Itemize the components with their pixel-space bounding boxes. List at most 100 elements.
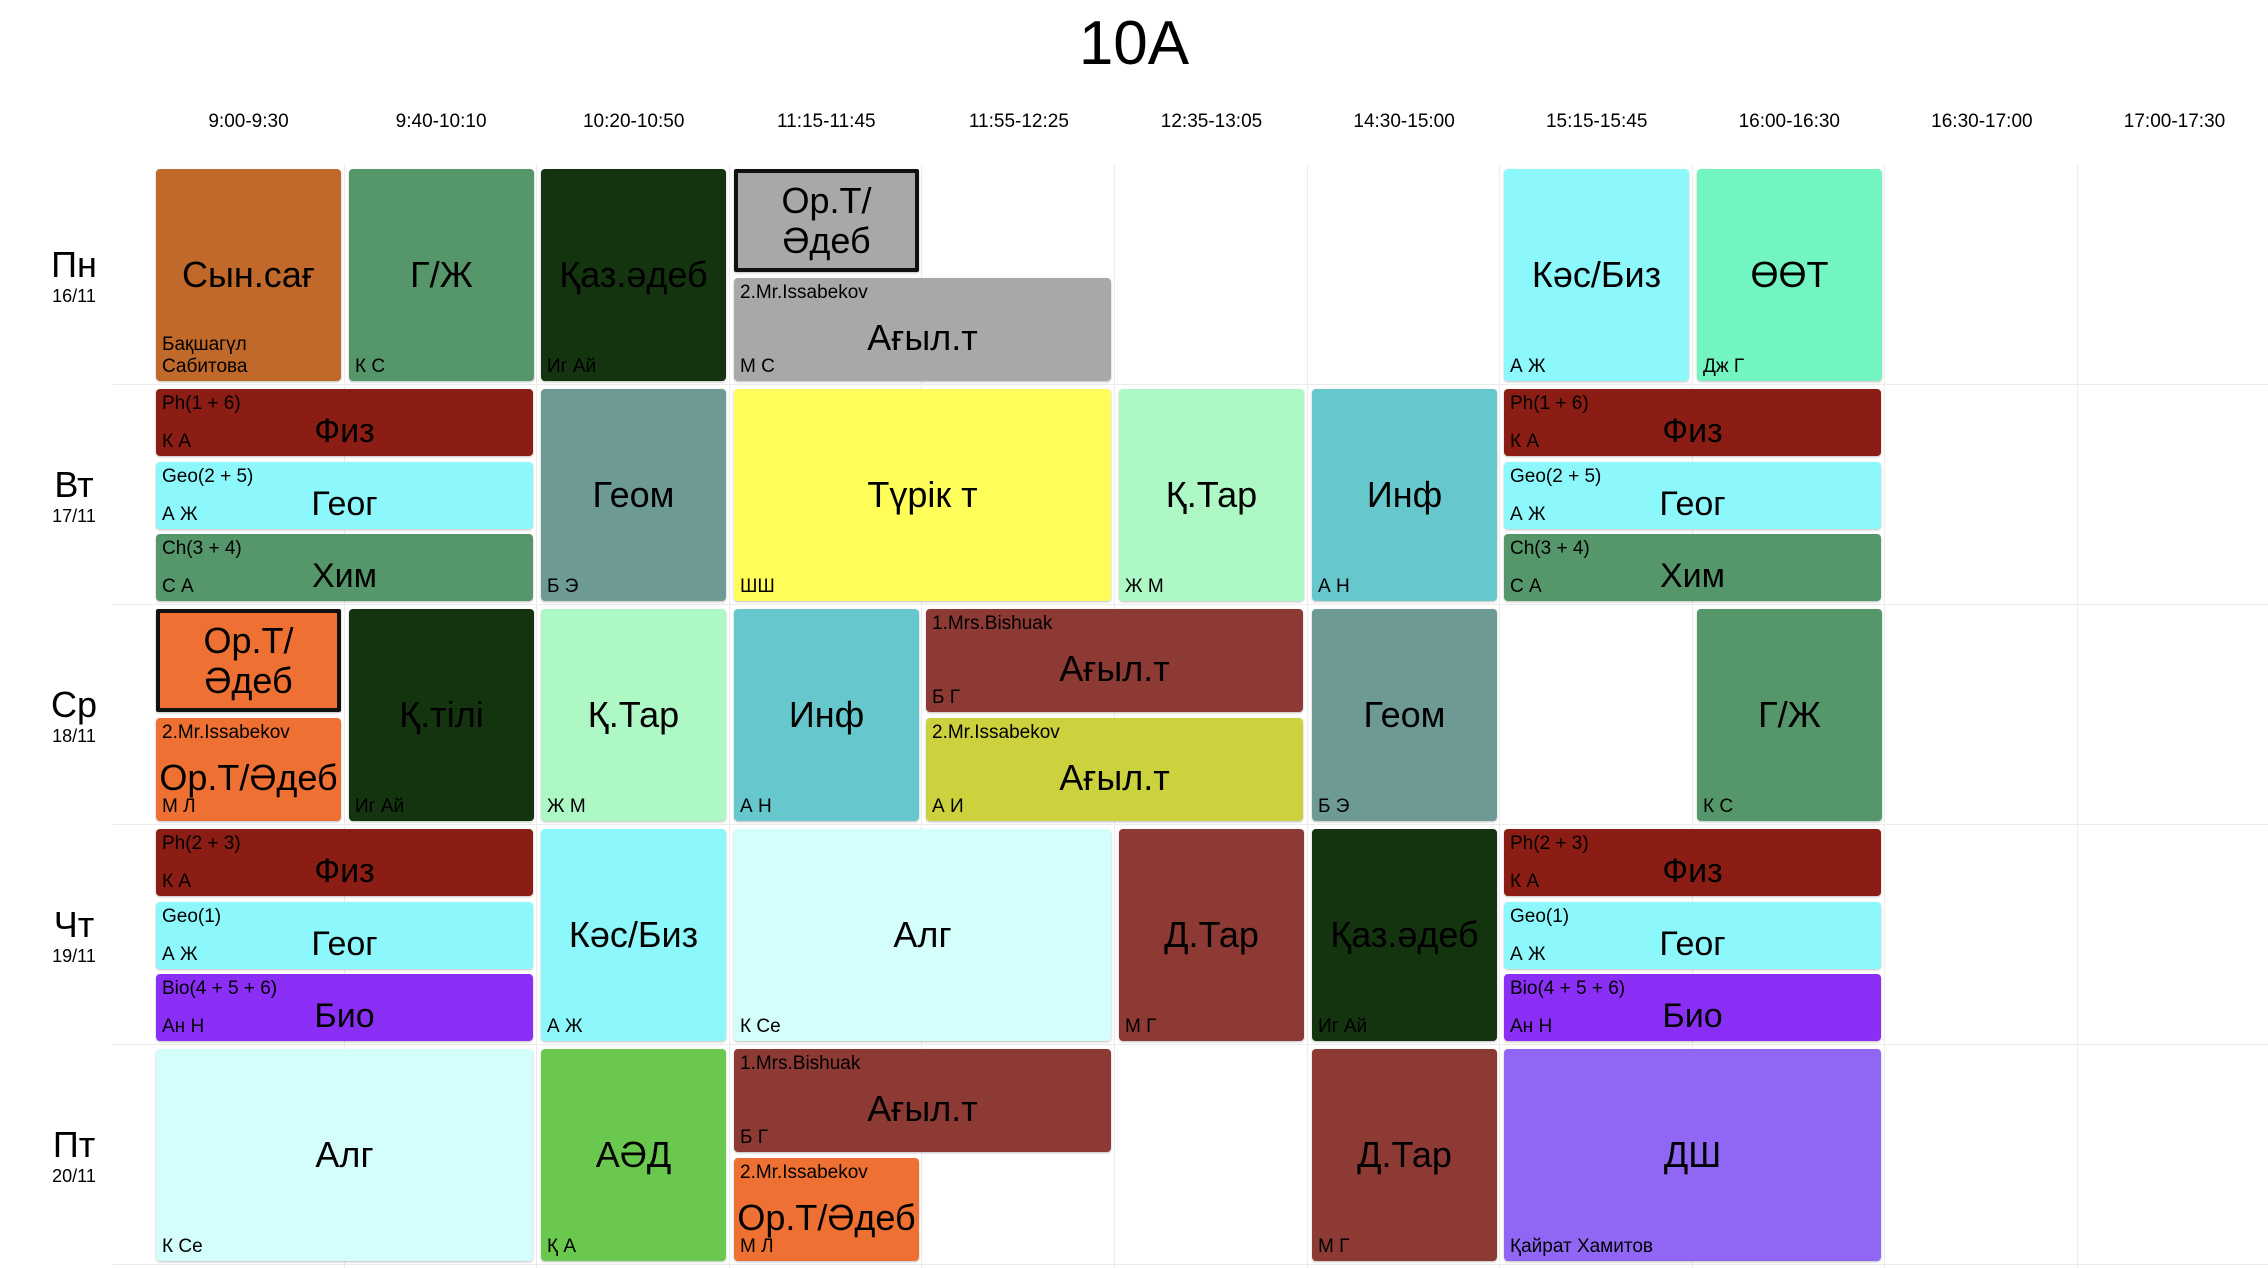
lesson-group: 2.Mr.Issabekov	[740, 1162, 868, 1183]
lesson-card[interactable]: Қаз.әдеб Иг Ай	[1312, 829, 1497, 1041]
lesson-teacher: К А	[162, 871, 192, 892]
grid-column-divider	[1307, 165, 1308, 1268]
lesson-teacher: М Г	[1125, 1016, 1157, 1037]
lesson-group: 2.Mr.Issabekov	[932, 722, 1060, 743]
grid-row-divider	[113, 384, 2268, 385]
lesson-card[interactable]: Геог Geo(2 + 5) А Ж	[156, 462, 533, 529]
lesson-teacher: М Г	[1318, 1236, 1350, 1257]
lesson-card[interactable]: Хим Ch(3 + 4) С А	[1504, 534, 1881, 601]
lesson-card[interactable]: Қ.Тар Ж М	[1119, 389, 1304, 601]
grid-column-divider	[344, 165, 345, 1268]
lesson-subject: Био	[314, 996, 375, 1035]
lesson-card[interactable]: Ағыл.т 2.Mr.Issabekov М С	[734, 278, 1111, 381]
lesson-teacher: А Н	[1318, 576, 1350, 597]
lesson-group: Geo(1)	[162, 906, 222, 927]
lesson-card[interactable]: Ор.Т/ Әдеб	[734, 169, 919, 272]
lesson-card[interactable]: Д.Тар М Г	[1119, 829, 1304, 1041]
lesson-subject: ДШ	[1663, 1134, 1722, 1175]
day-date: 18/11	[52, 726, 96, 746]
lesson-subject: Геом	[1363, 694, 1446, 735]
lesson-card[interactable]: Ағыл.т 2.Mr.Issabekov А И	[926, 718, 1303, 821]
lesson-card[interactable]: ӨӨТ Дж Г	[1697, 169, 1882, 381]
lesson-group: Ph(1 + 6)	[162, 393, 241, 414]
lesson-card[interactable]: Г/Ж К С	[349, 169, 534, 381]
lesson-card[interactable]: Қ.тілі Иг Ай	[349, 609, 534, 821]
time-slot-header: 11:55-12:25	[968, 111, 1069, 132]
lesson-card[interactable]: Д.Тар М Г	[1312, 1049, 1497, 1261]
lesson-subject: Геог	[1659, 924, 1726, 963]
lesson-subject: Қ.Тар	[587, 694, 680, 735]
lesson-card[interactable]: Физ Ph(1 + 6) К А	[1504, 389, 1881, 456]
lesson-teacher: К А	[162, 431, 192, 452]
lesson-teacher: М Л	[162, 796, 196, 817]
grid-row-divider	[113, 824, 2268, 825]
lesson-card[interactable]: Хим Ch(3 + 4) С А	[156, 534, 533, 601]
lesson-group: Ph(1 + 6)	[1510, 393, 1589, 414]
grid-row-divider	[113, 604, 2268, 605]
lesson-subject: Ағыл.т	[1059, 647, 1170, 689]
lesson-card[interactable]: АӘД Қ А	[541, 1049, 726, 1261]
lesson-card[interactable]: Г/Ж К С	[1697, 609, 1882, 821]
lesson-card[interactable]: Физ Ph(2 + 3) К А	[1504, 829, 1881, 896]
lesson-subject: Геог	[1659, 484, 1726, 523]
lesson-card[interactable]: Инф А Н	[1312, 389, 1497, 601]
lesson-card[interactable]: Ор.Т/ Әдеб	[156, 609, 341, 712]
lesson-card[interactable]: Физ Ph(1 + 6) К А	[156, 389, 533, 456]
time-slot-header: 9:00-9:30	[208, 111, 289, 132]
lesson-card[interactable]: Қ.Тар Ж М	[541, 609, 726, 821]
day-name: Ср	[50, 684, 98, 725]
lesson-teacher: Ан Н	[162, 1016, 205, 1037]
time-slot-header: 14:30-15:00	[1353, 111, 1455, 132]
lesson-card[interactable]: Геог Geo(1) А Ж	[156, 902, 533, 969]
lesson-card[interactable]: Алг К Се	[156, 1049, 533, 1261]
lesson-card[interactable]: Сын.сағ Бақшагүл Сабитова	[156, 169, 341, 381]
lesson-card[interactable]: Ор.Т/Әдеб 2.Mr.Issabekov М Л	[734, 1158, 919, 1261]
time-slot-header: 9:40-10:10	[395, 111, 487, 132]
lesson-card[interactable]: Алг К Се	[734, 829, 1111, 1041]
day-date: 19/11	[52, 946, 96, 966]
lesson-card[interactable]: Ор.Т/Әдеб 2.Mr.Issabekov М Л	[156, 718, 341, 821]
lesson-teacher: Б Г	[932, 687, 961, 708]
lesson-teacher: А Ж	[162, 944, 198, 965]
lesson-subject: Кәс/Биз	[1531, 254, 1662, 295]
lesson-card[interactable]: Физ Ph(2 + 3) К А	[156, 829, 533, 896]
lesson-card[interactable]: Ағыл.т 1.Mrs.Bishuak Б Г	[734, 1049, 1111, 1152]
time-slot-header: 12:35-13:05	[1160, 111, 1263, 132]
time-slot-header: 11:15-11:45	[776, 111, 876, 132]
lesson-group: Ch(3 + 4)	[162, 538, 242, 559]
grid-column-divider	[2077, 165, 2078, 1268]
time-slot-header: 17:00-17:30	[2123, 111, 2226, 132]
lesson-card[interactable]: Ағыл.т 1.Mrs.Bishuak Б Г	[926, 609, 1303, 712]
grid-column-divider	[1692, 165, 1693, 1268]
time-slot-header: 10:20-10:50	[582, 111, 685, 132]
lesson-teacher: Иг Ай	[547, 356, 597, 377]
lesson-card[interactable]: Геог Geo(2 + 5) А Ж	[1504, 462, 1881, 529]
lesson-teacher: Б Э	[547, 576, 579, 597]
lesson-group: Bio(4 + 5 + 6)	[162, 978, 278, 999]
lesson-card[interactable]: Инф А Н	[734, 609, 919, 821]
lesson-subject: Қ.тілі	[399, 694, 484, 735]
day-name: Вт	[54, 464, 94, 505]
lesson-subject: Қаз.әдеб	[1330, 914, 1479, 955]
lesson-card[interactable]: Қаз.әдеб Иг Ай	[541, 169, 726, 381]
grid-column-divider	[1884, 165, 1885, 1268]
lesson-card[interactable]: Кәс/Биз А Ж	[1504, 169, 1689, 381]
lesson-card[interactable]: Геом Б Э	[1312, 609, 1497, 821]
lesson-teacher: Б Г	[740, 1127, 769, 1148]
lesson-card[interactable]: Био Bio(4 + 5 + 6) Ан Н	[156, 974, 533, 1041]
lesson-subject: Қ.Тар	[1165, 474, 1258, 515]
lesson-teacher: Дж Г	[1703, 356, 1745, 377]
lesson-teacher: К С	[355, 356, 386, 377]
lesson-card[interactable]: Геом Б Э	[541, 389, 726, 601]
lesson-card[interactable]: Геог Geo(1) А Ж	[1504, 902, 1881, 969]
lesson-card[interactable]: Кәс/Биз А Ж	[541, 829, 726, 1041]
lesson-card[interactable]: Био Bio(4 + 5 + 6) Ан Н	[1504, 974, 1881, 1041]
lesson-card[interactable]: ДШ Қайрат Хамитов	[1504, 1049, 1881, 1261]
lesson-teacher: М Л	[740, 1236, 774, 1257]
lesson-subject: Хим	[1659, 556, 1726, 595]
lesson-subject: Д.Тар	[1357, 1134, 1452, 1175]
lesson-group: Geo(2 + 5)	[162, 466, 254, 487]
lesson-card[interactable]: Түрік т ШШ	[734, 389, 1111, 601]
lesson-subject: Инф	[1366, 474, 1443, 515]
lesson-teacher: А Н	[740, 796, 772, 817]
